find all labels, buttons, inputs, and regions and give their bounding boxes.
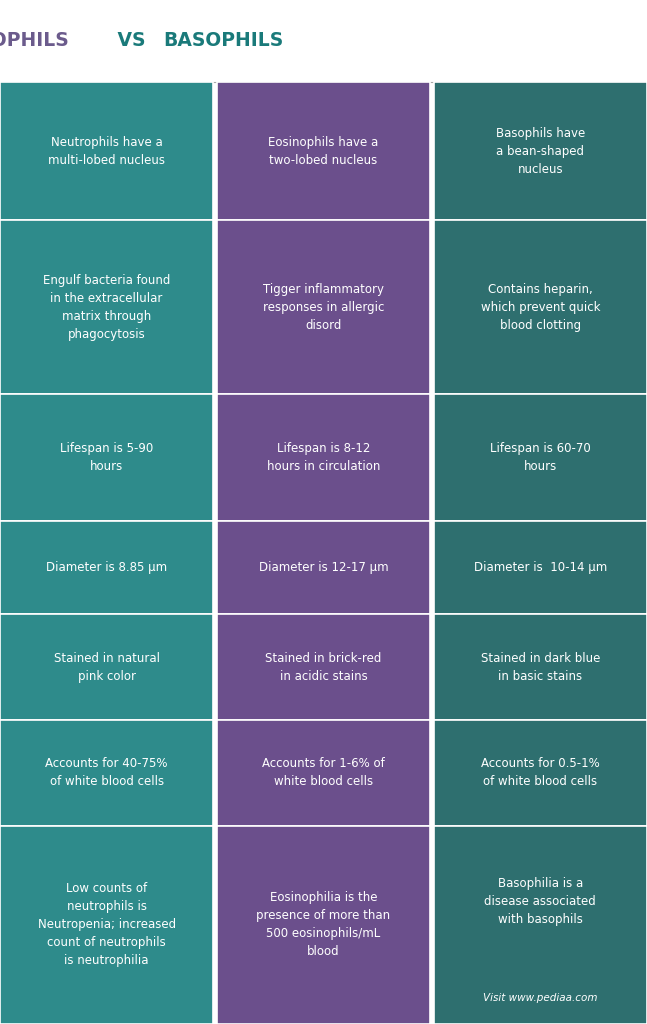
Text: Stained in brick-red
in acidic stains: Stained in brick-red in acidic stains [265,651,382,683]
Bar [433,825,647,1024]
Text: Diameter is 12-17 μm: Diameter is 12-17 μm [259,561,388,573]
Text: Stained in dark blue
in basic stains: Stained in dark blue in basic stains [481,651,600,683]
Text: Basophilia is a
disease associated
with basophils: Basophilia is a disease associated with … [485,877,596,926]
Text: Engulf bacteria found
in the extracellular
matrix through
phagocytosis: Engulf bacteria found in the extracellul… [43,273,170,341]
Bar [433,394,647,520]
Text: Eosinophils have a
two-lobed nucleus: Eosinophils have a two-lobed nucleus [269,135,378,167]
Text: BASOPHILS: BASOPHILS [164,32,284,50]
Text: Accounts for 40-75%
of white blood cells: Accounts for 40-75% of white blood cells [45,758,168,788]
Bar [217,82,430,220]
Bar [433,220,647,394]
Bar [0,82,214,220]
Bar [0,220,214,394]
Text: VS: VS [111,32,151,50]
Text: Neutrophils have a
multi-lobed nucleus: Neutrophils have a multi-lobed nucleus [48,135,165,167]
Bar [217,520,430,614]
Bar [0,520,214,614]
Text: Accounts for 0.5-1%
of white blood cells: Accounts for 0.5-1% of white blood cells [481,758,600,788]
Text: EOSINOPHILS: EOSINOPHILS [0,32,69,50]
Text: Lifespan is 5-90
hours: Lifespan is 5-90 hours [60,442,153,473]
Text: Eosinophilia is the
presence of more than
500 eosinophils/mL
blood: Eosinophilia is the presence of more tha… [256,891,391,958]
Text: Diameter is  10-14 μm: Diameter is 10-14 μm [474,561,607,573]
Bar [433,520,647,614]
Text: Diameter is 8.85 μm: Diameter is 8.85 μm [46,561,167,573]
Text: Visit www.pediaa.com: Visit www.pediaa.com [483,993,598,1004]
Text: Contains heparin,
which prevent quick
blood clotting: Contains heparin, which prevent quick bl… [481,283,600,332]
Bar [0,0,647,82]
Bar [433,82,647,220]
Bar [433,720,647,825]
Bar [0,394,214,520]
Bar [433,614,647,720]
Bar [217,614,430,720]
Bar [217,220,430,394]
Bar [217,825,430,1024]
Text: Lifespan is 8-12
hours in circulation: Lifespan is 8-12 hours in circulation [267,442,380,473]
Text: Tigger inflammatory
responses in allergic
disord: Tigger inflammatory responses in allergi… [263,283,384,332]
Text: Lifespan is 60-70
hours: Lifespan is 60-70 hours [490,442,591,473]
Bar [0,720,214,825]
Text: Stained in natural
pink color: Stained in natural pink color [54,651,160,683]
Text: Accounts for 1-6% of
white blood cells: Accounts for 1-6% of white blood cells [262,758,385,788]
Text: Basophils have
a bean-shaped
nucleus: Basophils have a bean-shaped nucleus [496,127,585,175]
Bar [217,394,430,520]
Text: Low counts of
neutrophils is
Neutropenia; increased
count of neutrophils
is neut: Low counts of neutrophils is Neutropenia… [38,883,176,968]
Bar [217,720,430,825]
Bar [0,825,214,1024]
Bar [0,614,214,720]
